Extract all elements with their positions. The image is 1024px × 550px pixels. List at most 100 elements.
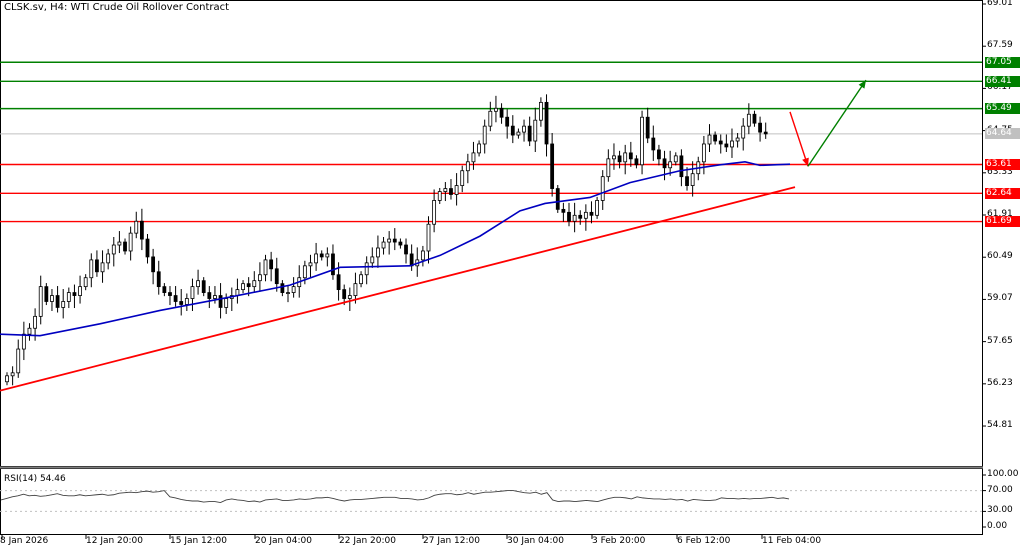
candle[interactable]	[561, 202, 566, 222]
candle[interactable]	[499, 103, 504, 124]
candle[interactable]	[83, 274, 88, 291]
candle[interactable]	[162, 283, 167, 297]
candle[interactable]	[353, 272, 358, 304]
candle[interactable]	[572, 202, 577, 233]
candle[interactable]	[235, 278, 240, 304]
candle[interactable]	[387, 231, 392, 255]
candle[interactable]	[359, 271, 363, 288]
candle[interactable]	[106, 248, 111, 270]
candle[interactable]	[291, 277, 296, 298]
candle[interactable]	[718, 134, 723, 154]
candle[interactable]	[213, 286, 217, 304]
candle[interactable]	[690, 161, 695, 197]
candle[interactable]	[673, 152, 678, 166]
candle[interactable]	[392, 228, 397, 251]
candle[interactable]	[173, 286, 178, 307]
candle[interactable]	[482, 119, 487, 154]
candle[interactable]	[730, 128, 734, 158]
candle[interactable]	[437, 187, 442, 205]
rsi-line[interactable]	[0, 490, 790, 504]
candle[interactable]	[196, 269, 200, 295]
candle[interactable]	[510, 115, 515, 144]
bearish-forecast-arrow[interactable]	[789, 111, 809, 167]
candle[interactable]	[758, 116, 762, 142]
candle[interactable]	[617, 150, 622, 169]
candle[interactable]	[685, 167, 689, 191]
candle[interactable]	[746, 103, 751, 135]
candle[interactable]	[449, 179, 453, 200]
candle[interactable]	[347, 287, 352, 312]
bullish-forecast-arrow[interactable]	[807, 79, 867, 167]
candle[interactable]	[578, 210, 583, 225]
candle[interactable]	[325, 247, 330, 267]
candle[interactable]	[539, 97, 543, 127]
candle[interactable]	[657, 144, 661, 166]
candle[interactable]	[201, 277, 206, 297]
candle[interactable]	[420, 245, 425, 267]
candle[interactable]	[724, 134, 729, 153]
candle[interactable]	[381, 237, 386, 255]
candle[interactable]	[319, 250, 324, 261]
candle[interactable]	[95, 250, 99, 277]
candle[interactable]	[505, 109, 510, 139]
candle[interactable]	[370, 247, 375, 268]
candle[interactable]	[263, 254, 268, 282]
candle[interactable]	[123, 238, 127, 255]
candle[interactable]	[494, 95, 498, 123]
candle[interactable]	[679, 149, 684, 187]
candle[interactable]	[218, 283, 223, 319]
candle[interactable]	[488, 101, 493, 132]
candle[interactable]	[286, 286, 290, 303]
candle[interactable]	[662, 150, 667, 181]
candle[interactable]	[274, 257, 279, 292]
candle[interactable]	[752, 110, 757, 127]
candle[interactable]	[460, 165, 465, 193]
moving-average-line[interactable]	[0, 161, 791, 337]
candle[interactable]	[151, 248, 156, 285]
candle[interactable]	[139, 208, 144, 251]
candle[interactable]	[741, 118, 746, 151]
candle[interactable]	[595, 196, 599, 219]
candle[interactable]	[66, 287, 71, 309]
candle[interactable]	[50, 289, 54, 312]
candle[interactable]	[156, 260, 161, 295]
ascending-trendline[interactable]	[0, 186, 796, 392]
candle[interactable]	[190, 278, 195, 312]
candle[interactable]	[134, 211, 139, 239]
candle[interactable]	[55, 286, 60, 313]
candle[interactable]	[10, 366, 15, 386]
candle[interactable]	[550, 132, 555, 197]
candle[interactable]	[527, 116, 532, 147]
candle[interactable]	[111, 237, 116, 267]
candle[interactable]	[600, 170, 605, 210]
candle[interactable]	[61, 289, 66, 319]
candle[interactable]	[522, 119, 526, 142]
candle[interactable]	[465, 153, 470, 184]
candle[interactable]	[651, 125, 656, 161]
candle[interactable]	[280, 280, 285, 297]
candle[interactable]	[668, 150, 673, 176]
candle[interactable]	[516, 128, 521, 139]
candle[interactable]	[645, 107, 650, 144]
candle[interactable]	[21, 321, 26, 361]
candle[interactable]	[314, 242, 319, 271]
candle[interactable]	[308, 254, 313, 279]
candle[interactable]	[364, 256, 369, 285]
candle[interactable]	[207, 286, 212, 309]
candle[interactable]	[145, 234, 150, 264]
candle[interactable]	[72, 284, 77, 309]
candle[interactable]	[612, 143, 616, 170]
candle[interactable]	[640, 110, 644, 175]
candle[interactable]	[5, 372, 9, 386]
candle[interactable]	[432, 189, 437, 233]
candle[interactable]	[426, 216, 431, 264]
candle[interactable]	[409, 244, 414, 271]
candle[interactable]	[701, 135, 706, 175]
candle[interactable]	[331, 244, 335, 280]
candle[interactable]	[567, 202, 571, 227]
candle[interactable]	[471, 141, 476, 170]
candle[interactable]	[100, 250, 105, 283]
candle[interactable]	[168, 286, 172, 306]
candle[interactable]	[589, 201, 594, 224]
